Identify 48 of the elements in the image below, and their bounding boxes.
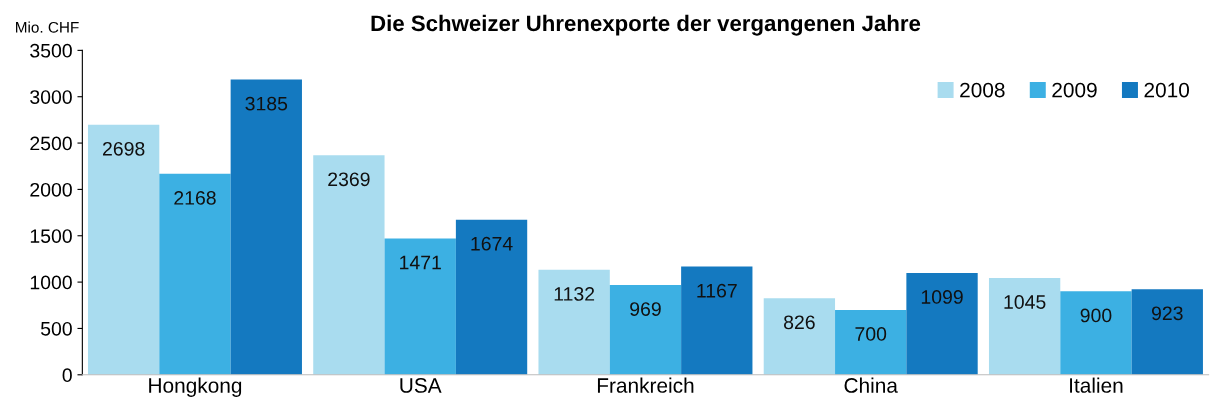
bar [609,284,682,375]
x-tick-label: Frankreich [597,377,694,393]
bar [681,266,753,375]
x-tick-label: Italien [1070,377,1123,393]
bar [313,155,385,375]
data-label: 2369 [328,172,370,187]
bar [159,173,231,375]
data-label: 969 [630,302,661,316]
data-label: 700 [855,327,887,341]
bar [988,277,1061,375]
bar [835,309,907,375]
x-tick-label: USA [400,378,442,393]
y-tick-label: 500 [40,321,72,336]
data-label: 2168 [174,191,216,205]
y-tick-label: 2000 [30,182,72,197]
bar [455,219,528,375]
y-tick-label: 1500 [30,229,72,243]
x-tick-label: China [844,377,898,393]
bar [763,298,836,375]
data-label: 826 [784,315,815,330]
legend-label: 2010 [1144,82,1190,98]
y-tick-label: 1000 [30,275,72,290]
y-tick-label: 2500 [30,136,72,151]
y-tick-label: 3500 [30,43,72,58]
x-tick-label: Hongkong [149,377,242,397]
data-label: 923 [1151,306,1183,321]
data-label: 1132 [554,287,595,301]
data-label: 900 [1080,308,1112,323]
bar [538,269,610,375]
legend-label: 2009 [1052,82,1097,98]
bar [230,79,302,375]
bar [906,272,978,375]
chart-title: Die Schweizer Uhrenexporte der vergangenen Jahre [371,14,921,36]
data-label: 2698 [103,141,145,156]
bar [1060,291,1132,375]
data-label: 1099 [921,290,963,304]
y-axis-title: Mio. CHF [16,21,79,33]
data-label: 1045 [1004,295,1046,309]
y-tick-label: 3000 [30,90,72,104]
legend-label: 2008 [960,82,1005,98]
data-label: 3185 [245,96,288,111]
y-tick-label: 0 [62,368,72,383]
data-label: 1674 [471,236,513,251]
data-label: 1471 [400,255,441,270]
bar [384,238,456,375]
bar [1131,289,1203,375]
data-label: 1167 [697,283,737,298]
bar [87,124,160,375]
